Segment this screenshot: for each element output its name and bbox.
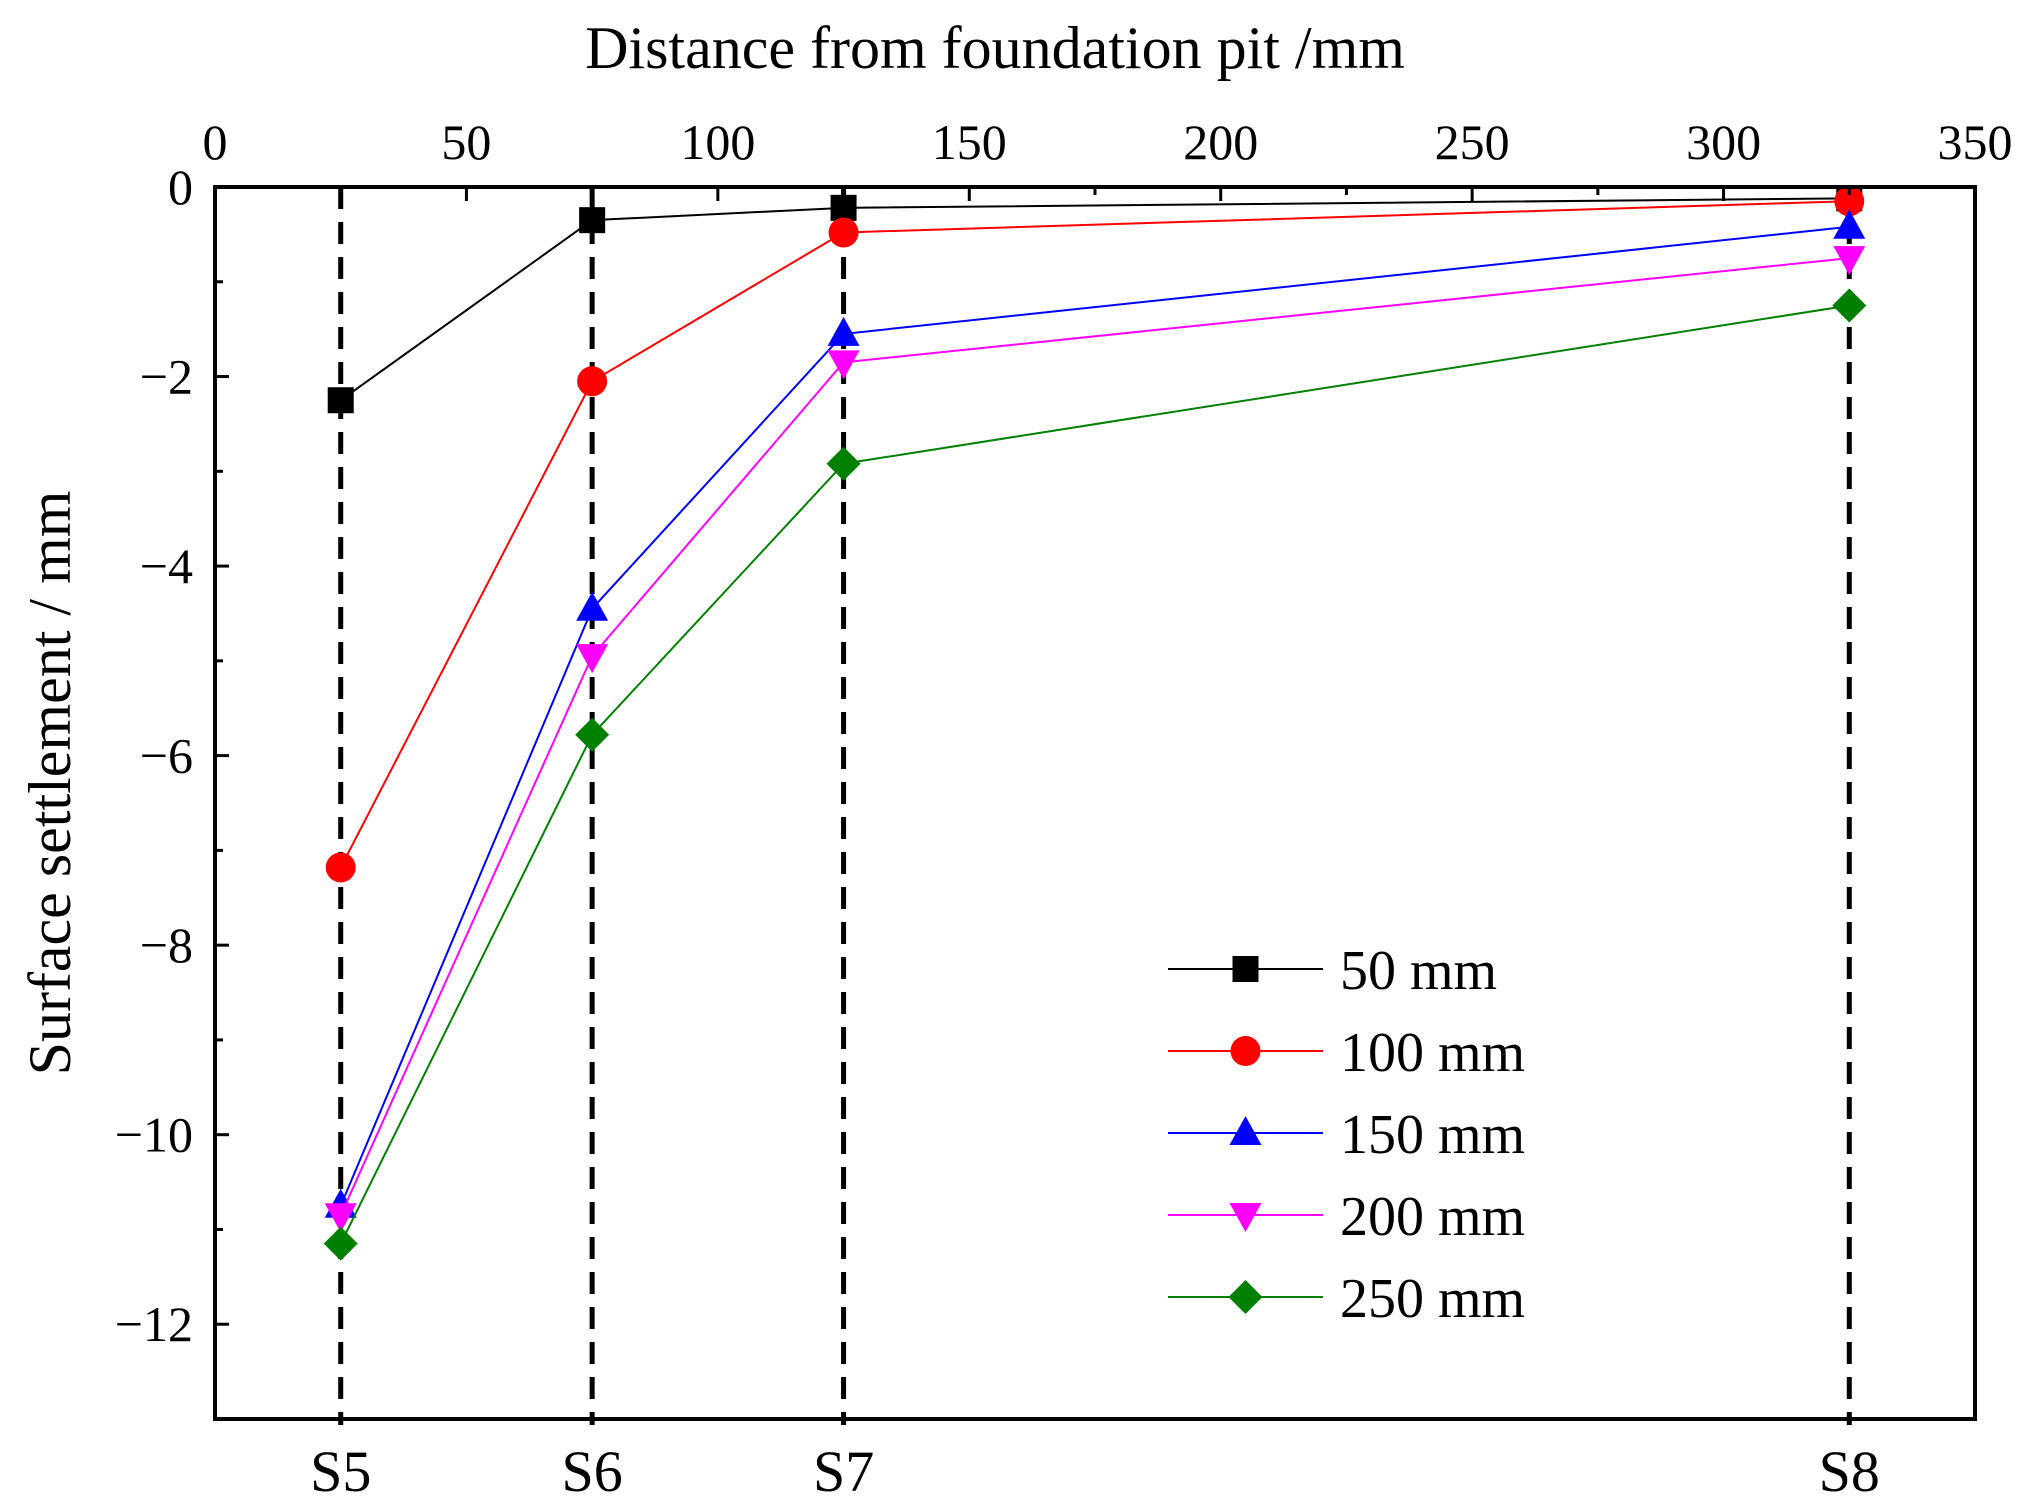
x-axis-ticks: 0 50 100 150 200 250 300 350 [203, 114, 2013, 201]
y-tick-label: −12 [115, 1296, 193, 1352]
data-point-100-mm [1834, 186, 1865, 217]
y-axis-ticks: 0 −2 −4 −6 −8 −10 −12 [115, 159, 229, 1421]
y-tick-label: −4 [140, 538, 193, 594]
x-tick-label: 250 [1435, 114, 1510, 170]
legend-marker [1228, 1280, 1263, 1314]
x-tick-label: 0 [203, 114, 228, 170]
data-point-250-mm [1832, 288, 1867, 323]
data-point-200-mm [827, 350, 860, 380]
legend-item-150-mm: 150 mm [1168, 1104, 1525, 1166]
series-line-100-mm [339, 200, 1850, 868]
y-tick-label: −6 [140, 728, 193, 784]
data-point-250-mm [323, 1226, 358, 1261]
station-label-s7: S7 [813, 1439, 874, 1504]
legend-label: 250 mm [1340, 1268, 1525, 1330]
data-point-100-mm [325, 852, 356, 883]
y-tick-label: −2 [140, 349, 193, 405]
data-point-100-mm [828, 217, 859, 248]
station-label-s6: S6 [562, 1439, 623, 1504]
legend-item-250-mm: 250 mm [1168, 1268, 1525, 1330]
x-tick-label: 100 [680, 114, 755, 170]
data-point-50-mm [579, 207, 606, 234]
series-250-mm [323, 288, 1867, 1261]
legend-marker [1229, 1203, 1262, 1232]
station-reference-lines [338, 187, 1852, 1425]
series-line-50-mm [340, 197, 1850, 402]
legend-marker [1232, 956, 1259, 982]
legend-label: 200 mm [1340, 1186, 1525, 1248]
legend-marker [1230, 1036, 1261, 1066]
data-point-50-mm [830, 194, 857, 221]
y-tick-label: −8 [140, 917, 193, 973]
station-label-s5: S5 [310, 1439, 371, 1504]
series-50-mm [327, 185, 1863, 414]
legend-item-100-mm: 100 mm [1168, 1022, 1525, 1084]
x-tick-label: 350 [1938, 114, 2013, 170]
series-line-200-mm [339, 257, 1850, 1216]
series-layer [323, 185, 1867, 1261]
series-150-mm [324, 209, 1866, 1218]
data-point-150-mm [1833, 209, 1866, 239]
legend-item-200-mm: 200 mm [1168, 1186, 1525, 1248]
y-tick-label: −10 [115, 1107, 193, 1163]
x-tick-label: 50 [441, 114, 491, 170]
series-line-250-mm [339, 304, 1850, 1245]
series-line-150-mm [339, 225, 1850, 1207]
x-tick-label: 300 [1686, 114, 1761, 170]
station-label-s8: S8 [1819, 1439, 1880, 1504]
data-point-250-mm [575, 717, 610, 752]
x-axis-title: Distance from foundation pit /mm [585, 15, 1405, 81]
data-point-150-mm [827, 316, 860, 346]
series-200-mm [324, 246, 1866, 1233]
y-axis-title: Surface settlement / mm [17, 491, 83, 1076]
legend-marker [1229, 1116, 1262, 1145]
y-tick-label: 0 [168, 159, 193, 215]
data-point-250-mm [826, 446, 861, 481]
plot-frame [213, 185, 1977, 1421]
legend-label: 100 mm [1340, 1022, 1525, 1084]
series-100-mm [325, 186, 1865, 883]
data-point-200-mm [324, 1203, 357, 1233]
station-labels: S5 S6 S7 S8 [310, 1439, 1880, 1504]
data-point-150-mm [576, 591, 609, 621]
data-point-200-mm [1833, 246, 1866, 276]
data-point-200-mm [576, 644, 609, 674]
legend-label: 150 mm [1340, 1104, 1525, 1166]
x-tick-label: 150 [932, 114, 1007, 170]
legend-label: 50 mm [1340, 940, 1497, 1002]
legend-item-50-mm: 50 mm [1168, 940, 1497, 1002]
x-tick-label: 200 [1183, 114, 1258, 170]
data-point-100-mm [577, 366, 608, 397]
data-point-50-mm [327, 387, 354, 414]
legend: 50 mm 100 mm 150 mm 200 mm 250 mm [1168, 940, 1525, 1330]
